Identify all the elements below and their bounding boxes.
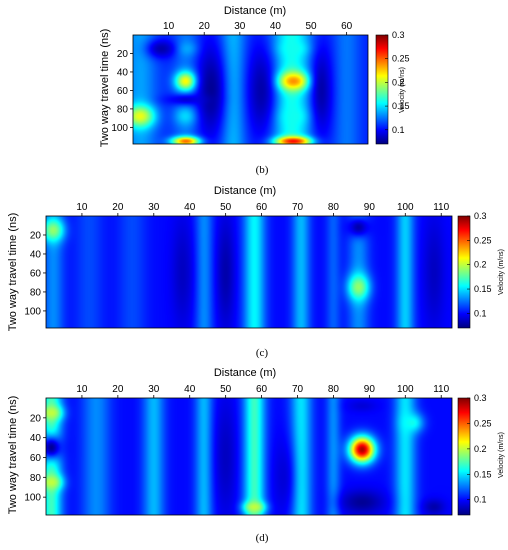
- panel-d-axes: 10 20 30 40 50 60 70 80 90 100 110 20 40 60 80 100: [24, 384, 453, 516]
- panel-d-colorbar-label: Velocity (m/ns): [498, 432, 505, 478]
- panel-d-ylabel: Two way travel time (ns): [7, 396, 19, 515]
- y-tick-label: 80: [30, 473, 42, 484]
- colorbar-tick-label: 0.3: [474, 211, 487, 221]
- panel-d-colorbar: 0.1 0.15 0.2 0.25 0.3: [457, 393, 492, 516]
- colorbar-tick-label: 0.2: [392, 77, 405, 87]
- x-tick-label: 60: [256, 384, 268, 395]
- colorbar-tick-label: 0.2: [474, 260, 487, 270]
- x-tick-label: 20: [112, 384, 124, 395]
- x-tick-label: 50: [305, 21, 317, 32]
- colorbar-tick-label: 0.1: [474, 495, 487, 505]
- x-tick-label: 40: [184, 384, 196, 395]
- panel-d-caption: (d): [256, 532, 269, 544]
- colorbar-tick-label: 0.3: [474, 393, 487, 403]
- panel-c-ylabel: Two way travel time (ns): [7, 213, 19, 332]
- heatmap-image: [133, 35, 368, 144]
- colorbar-tick-label: 0.1: [474, 308, 487, 318]
- y-tick-label: 100: [111, 123, 128, 134]
- y-tick-label: 60: [30, 453, 42, 464]
- colorbar-gradient: [457, 215, 471, 329]
- panel-b-axes: 10 20 30 40 50 60 20 40 60 80 100: [111, 21, 369, 145]
- colorbar-gradient: [457, 397, 471, 516]
- panel-b-caption: (b): [256, 164, 269, 176]
- x-tick-label: 110: [433, 384, 449, 395]
- x-tick-label: 30: [148, 202, 160, 213]
- panel-c-heatmap: [46, 216, 452, 328]
- panel-b-xlabel: Distance (m): [224, 5, 286, 17]
- y-tick-label: 100: [24, 306, 41, 317]
- panel-c-caption: (c): [256, 347, 269, 359]
- panel-c: Distance (m) Two way travel time (ns) 10…: [7, 185, 505, 359]
- x-tick-label: 100: [397, 384, 414, 395]
- x-tick-label: 20: [112, 202, 124, 213]
- x-tick-label: 30: [234, 21, 246, 32]
- x-tick-label: 70: [292, 384, 304, 395]
- colorbar-tick-label: 0.1: [392, 125, 405, 135]
- colorbar-tick-label: 0.15: [392, 101, 410, 111]
- y-tick-label: 20: [30, 230, 42, 241]
- x-tick-label: 90: [364, 202, 376, 213]
- y-tick-label: 40: [117, 67, 129, 78]
- heatmap-image: [46, 398, 452, 515]
- colorbar-tick-label: 0.15: [474, 469, 492, 479]
- x-tick-label: 40: [270, 21, 282, 32]
- y-tick-label: 80: [30, 287, 42, 298]
- plot-frame: [45, 215, 453, 329]
- x-tick-label: 80: [328, 384, 340, 395]
- panel-d-xlabel: Distance (m): [214, 367, 276, 379]
- x-tick-label: 60: [256, 202, 268, 213]
- panel-c-xlabel: Distance (m): [214, 185, 276, 197]
- colorbar-tick-label: 0.25: [474, 418, 492, 428]
- x-tick-label: 100: [397, 202, 414, 213]
- x-tick-label: 110: [433, 202, 449, 213]
- heatmap-image: [46, 216, 452, 328]
- colorbar-tick-label: 0.25: [392, 54, 410, 64]
- colorbar-tick-label: 0.3: [392, 30, 405, 40]
- y-tick-label: 40: [30, 433, 42, 444]
- x-tick-label: 50: [220, 384, 232, 395]
- panel-c-colorbar-label: Velocity (m/ns): [498, 249, 505, 295]
- y-tick-label: 60: [117, 86, 129, 97]
- panel-b-colorbar: 0.1 0.15 0.2 0.25 0.3: [375, 30, 410, 145]
- x-tick-label: 40: [184, 202, 196, 213]
- colorbar-gradient: [375, 34, 389, 145]
- y-tick-label: 80: [117, 104, 129, 115]
- x-tick-label: 10: [76, 384, 88, 395]
- y-tick-label: 60: [30, 268, 42, 279]
- panel-d-heatmap: [46, 398, 452, 515]
- panel-b-colorbar-label: Velocity (m/ns): [399, 67, 406, 113]
- x-tick-label: 10: [76, 202, 88, 213]
- x-tick-label: 50: [220, 202, 232, 213]
- x-tick-label: 20: [199, 21, 211, 32]
- panel-b-heatmap: [133, 35, 368, 144]
- x-tick-label: 80: [328, 202, 340, 213]
- y-tick-label: 40: [30, 249, 42, 260]
- x-tick-label: 70: [292, 202, 304, 213]
- colorbar-tick-label: 0.25: [474, 235, 492, 245]
- colorbar-tick-label: 0.2: [474, 444, 487, 454]
- x-tick-label: 90: [364, 384, 376, 395]
- y-tick-label: 100: [24, 493, 41, 504]
- plot-frame: [45, 397, 453, 516]
- y-tick-label: 20: [30, 413, 42, 424]
- colorbar-tick-label: 0.15: [474, 284, 492, 294]
- y-tick-label: 20: [117, 49, 129, 60]
- x-tick-label: 10: [163, 21, 175, 32]
- x-tick-label: 60: [341, 21, 353, 32]
- panel-d: Distance (m) Two way travel time (ns) 10…: [7, 367, 505, 544]
- panel-b: Distance (m) Two way travel time (ns) 10…: [99, 5, 410, 176]
- panel-b-ylabel: Two way travel time (ns): [99, 29, 111, 148]
- panel-c-colorbar: 0.1 0.15 0.2 0.25 0.3: [457, 211, 492, 329]
- panel-c-axes: 10 20 30 40 50 60 70 80 90 100 110 20 40 60 80 100: [24, 202, 453, 329]
- x-tick-label: 30: [148, 384, 160, 395]
- plot-frame: [132, 34, 369, 145]
